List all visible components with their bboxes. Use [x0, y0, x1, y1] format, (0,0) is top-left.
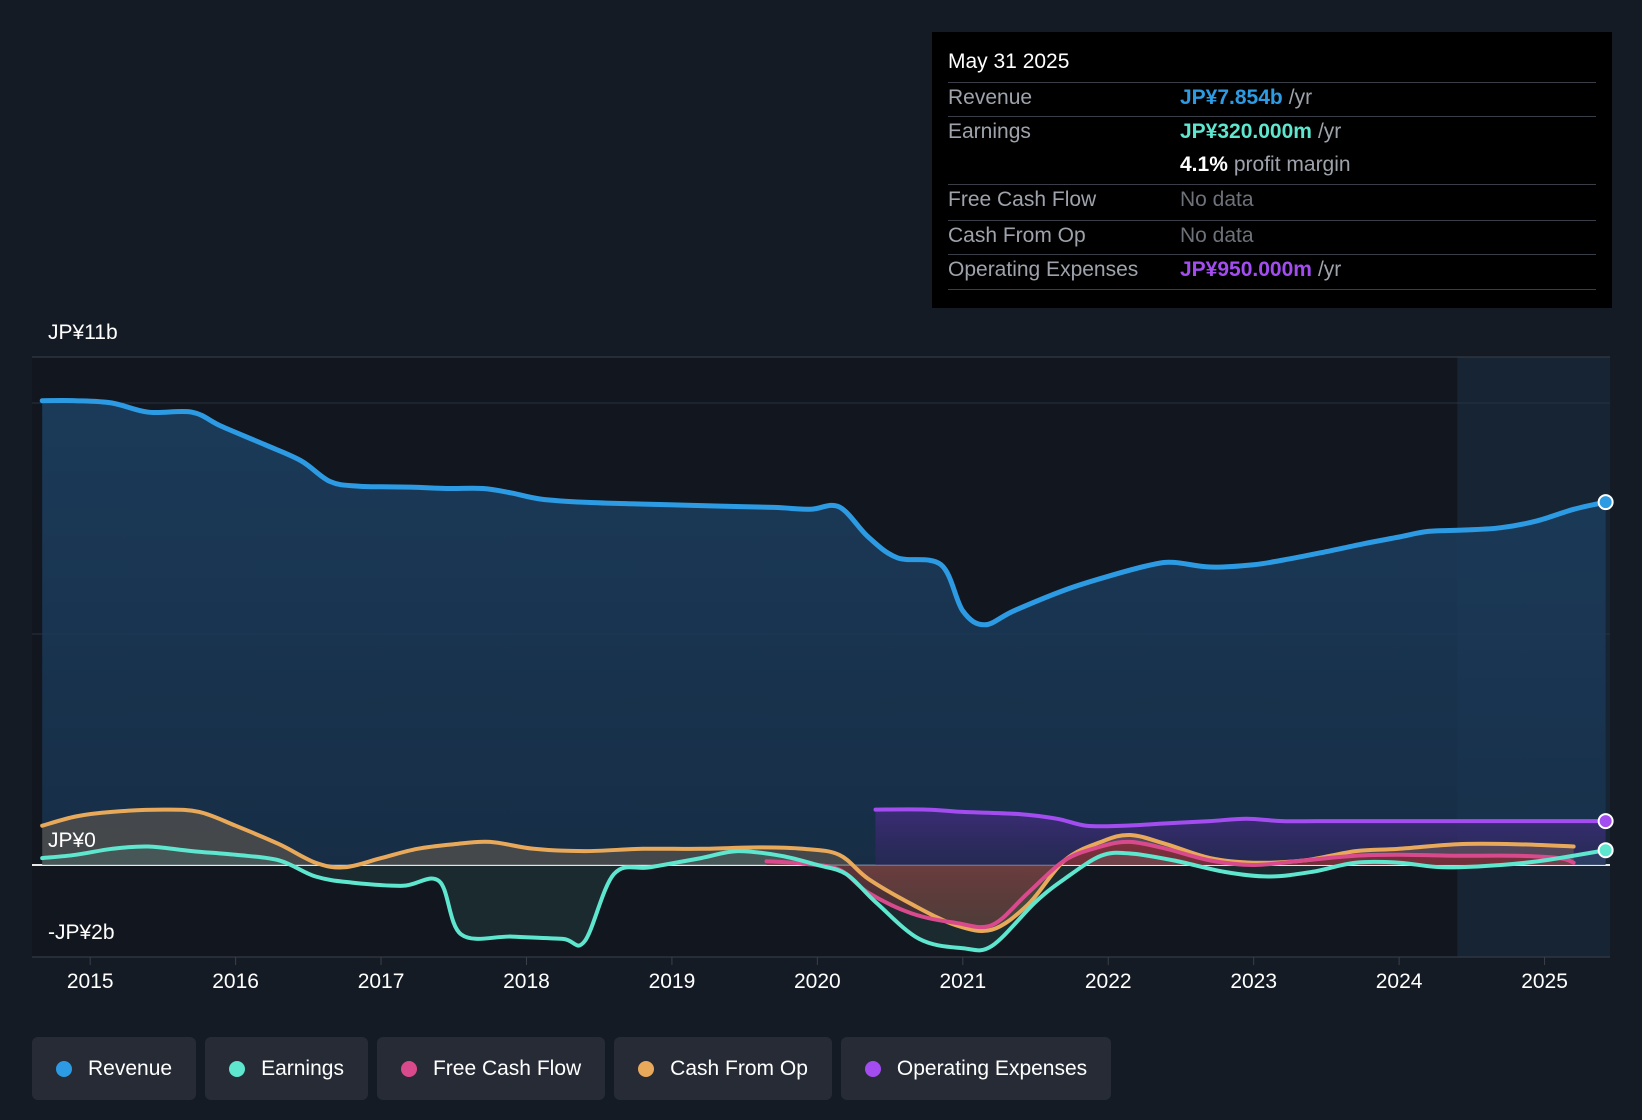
tooltip-row-revenue: Revenue JP¥7.854b/yr: [948, 82, 1596, 117]
revenue-line: [39, 398, 1609, 628]
tooltip-row-margin: 4.1% profit margin: [948, 150, 1596, 184]
revenue-end-marker[interactable]: [1597, 494, 1614, 511]
x-tick-label: 2017: [357, 970, 405, 993]
operating-expenses-dot-icon: [864, 1060, 881, 1077]
y-label-bottom: -JP¥2b: [48, 921, 115, 944]
tooltip-value: JP¥7.854b/yr: [1180, 86, 1313, 109]
tooltip-date: May 31 2025: [948, 50, 1070, 73]
x-tick-label: 2016: [212, 970, 259, 993]
legend-label: Cash From Op: [670, 1056, 808, 1080]
legend-label: Free Cash Flow: [432, 1056, 582, 1080]
x-tick-label: 2020: [794, 970, 841, 993]
y-label-zero: JP¥0: [48, 829, 96, 852]
legend-item-revenue[interactable]: Revenue: [32, 1037, 197, 1100]
earnings-dot-icon: [229, 1060, 246, 1077]
tooltip-label: Free Cash Flow: [948, 188, 1097, 211]
earnings-line: [40, 844, 1608, 953]
tooltip-value: No data: [1180, 188, 1254, 211]
legend-label: Revenue: [88, 1056, 173, 1080]
tooltip-label: Operating Expenses: [948, 258, 1139, 281]
x-tick-label: 2019: [648, 970, 696, 993]
x-tick-label: 2022: [1084, 970, 1132, 993]
x-tick-label: 2021: [939, 970, 987, 993]
tooltip-value: JP¥320.000m/yr: [1180, 120, 1342, 143]
tooltip-row-cfo: Cash From Op No data: [948, 220, 1596, 255]
tooltip-label: Cash From Op: [948, 224, 1086, 247]
tooltip-label: Earnings: [948, 120, 1031, 143]
x-tick-label: 2018: [503, 970, 550, 993]
tooltip-value: JP¥950.000m/yr: [1180, 258, 1342, 281]
x-tick-label: 2023: [1230, 970, 1278, 993]
earnings-end-marker[interactable]: [1597, 842, 1614, 859]
legend-label: Operating Expenses: [896, 1056, 1088, 1080]
free-cash-flow-dot-icon: [400, 1060, 417, 1077]
legend-item-operating-expenses[interactable]: Operating Expenses: [840, 1037, 1112, 1100]
earnings-area: [42, 846, 1606, 951]
tooltip-panel: May 31 2025 Revenue JP¥7.854b/yr Earning…: [932, 32, 1612, 308]
tooltip-row-opex: Operating Expenses JP¥950.000m/yr: [948, 254, 1596, 290]
cash-from-op-line: [40, 807, 1576, 934]
x-tick-label: 2024: [1375, 970, 1423, 993]
legend-item-earnings[interactable]: Earnings: [205, 1037, 368, 1100]
operating-expenses-line: [873, 807, 1608, 829]
operating-expenses-area: [875, 809, 1606, 865]
x-tick-label: 2025: [1521, 970, 1568, 993]
tooltip-label: Revenue: [948, 86, 1033, 109]
tooltip-value: No data: [1180, 224, 1254, 247]
legend-item-cash-from-op[interactable]: Cash From Op: [614, 1037, 832, 1100]
tooltip-row-fcf: Free Cash Flow No data: [948, 184, 1596, 219]
legend: Revenue Earnings Free Cash Flow Cash Fro…: [32, 1037, 1112, 1100]
revenue-area: [42, 400, 1606, 865]
cash-from-op-area: [42, 809, 1574, 932]
tooltip-row-earnings: Earnings JP¥320.000m/yr: [948, 116, 1596, 151]
tooltip-value: 4.1% profit margin: [1180, 153, 1351, 176]
cash-from-op-dot-icon: [638, 1060, 655, 1077]
y-label-top: JP¥11b: [48, 321, 118, 344]
operating-expenses-end-marker[interactable]: [1597, 813, 1614, 830]
free-cash-flow-line: [764, 839, 1576, 930]
legend-item-free-cash-flow[interactable]: Free Cash Flow: [376, 1037, 606, 1100]
x-tick-label: 2015: [66, 970, 114, 993]
legend-label: Earnings: [261, 1056, 344, 1080]
revenue-dot-icon: [56, 1060, 72, 1077]
